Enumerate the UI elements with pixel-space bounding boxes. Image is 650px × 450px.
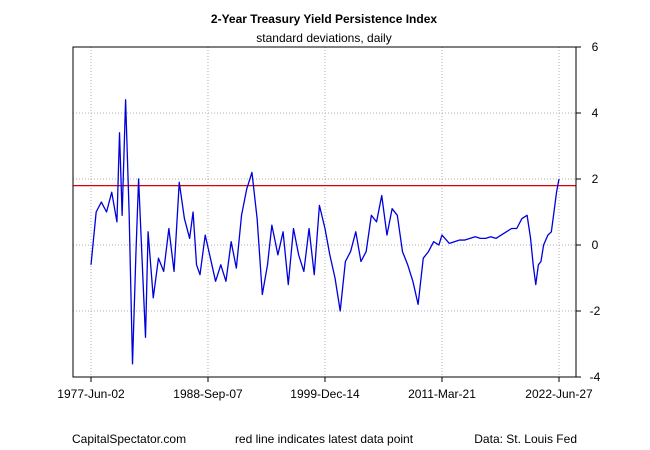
y-axis: -4 -2 0 2 4 6 <box>576 40 601 384</box>
x-tick-label: 1977-Jun-02 <box>57 387 125 401</box>
footer-note: red line indicates latest data point <box>235 432 414 446</box>
chart-title: 2-Year Treasury Yield Persistence Index <box>211 12 437 26</box>
footer-data-source: Data: St. Louis Fed <box>474 432 577 446</box>
y-tick-label: 0 <box>592 238 599 252</box>
grid-lines <box>73 47 576 377</box>
y-tick-label: 6 <box>592 40 599 54</box>
y-tick-label: 4 <box>592 106 599 120</box>
y-tick-label: 2 <box>592 172 599 186</box>
y-tick-label: -2 <box>590 304 601 318</box>
x-tick-label: 2011-Mar-21 <box>408 387 476 401</box>
x-tick-label: 1999-Dec-14 <box>290 387 360 401</box>
footer-source-site: CapitalSpectator.com <box>72 432 186 446</box>
series-group <box>90 99 560 365</box>
y-tick-label: -4 <box>590 370 601 384</box>
series-line <box>90 99 560 365</box>
x-tick-label: 1988-Sep-07 <box>173 387 243 401</box>
x-axis: 1977-Jun-02 1988-Sep-07 1999-Dec-14 2011-Ma… <box>57 377 593 401</box>
x-tick-label: 2022-Jun-27 <box>525 387 593 401</box>
chart-subtitle: standard deviations, daily <box>256 31 391 45</box>
